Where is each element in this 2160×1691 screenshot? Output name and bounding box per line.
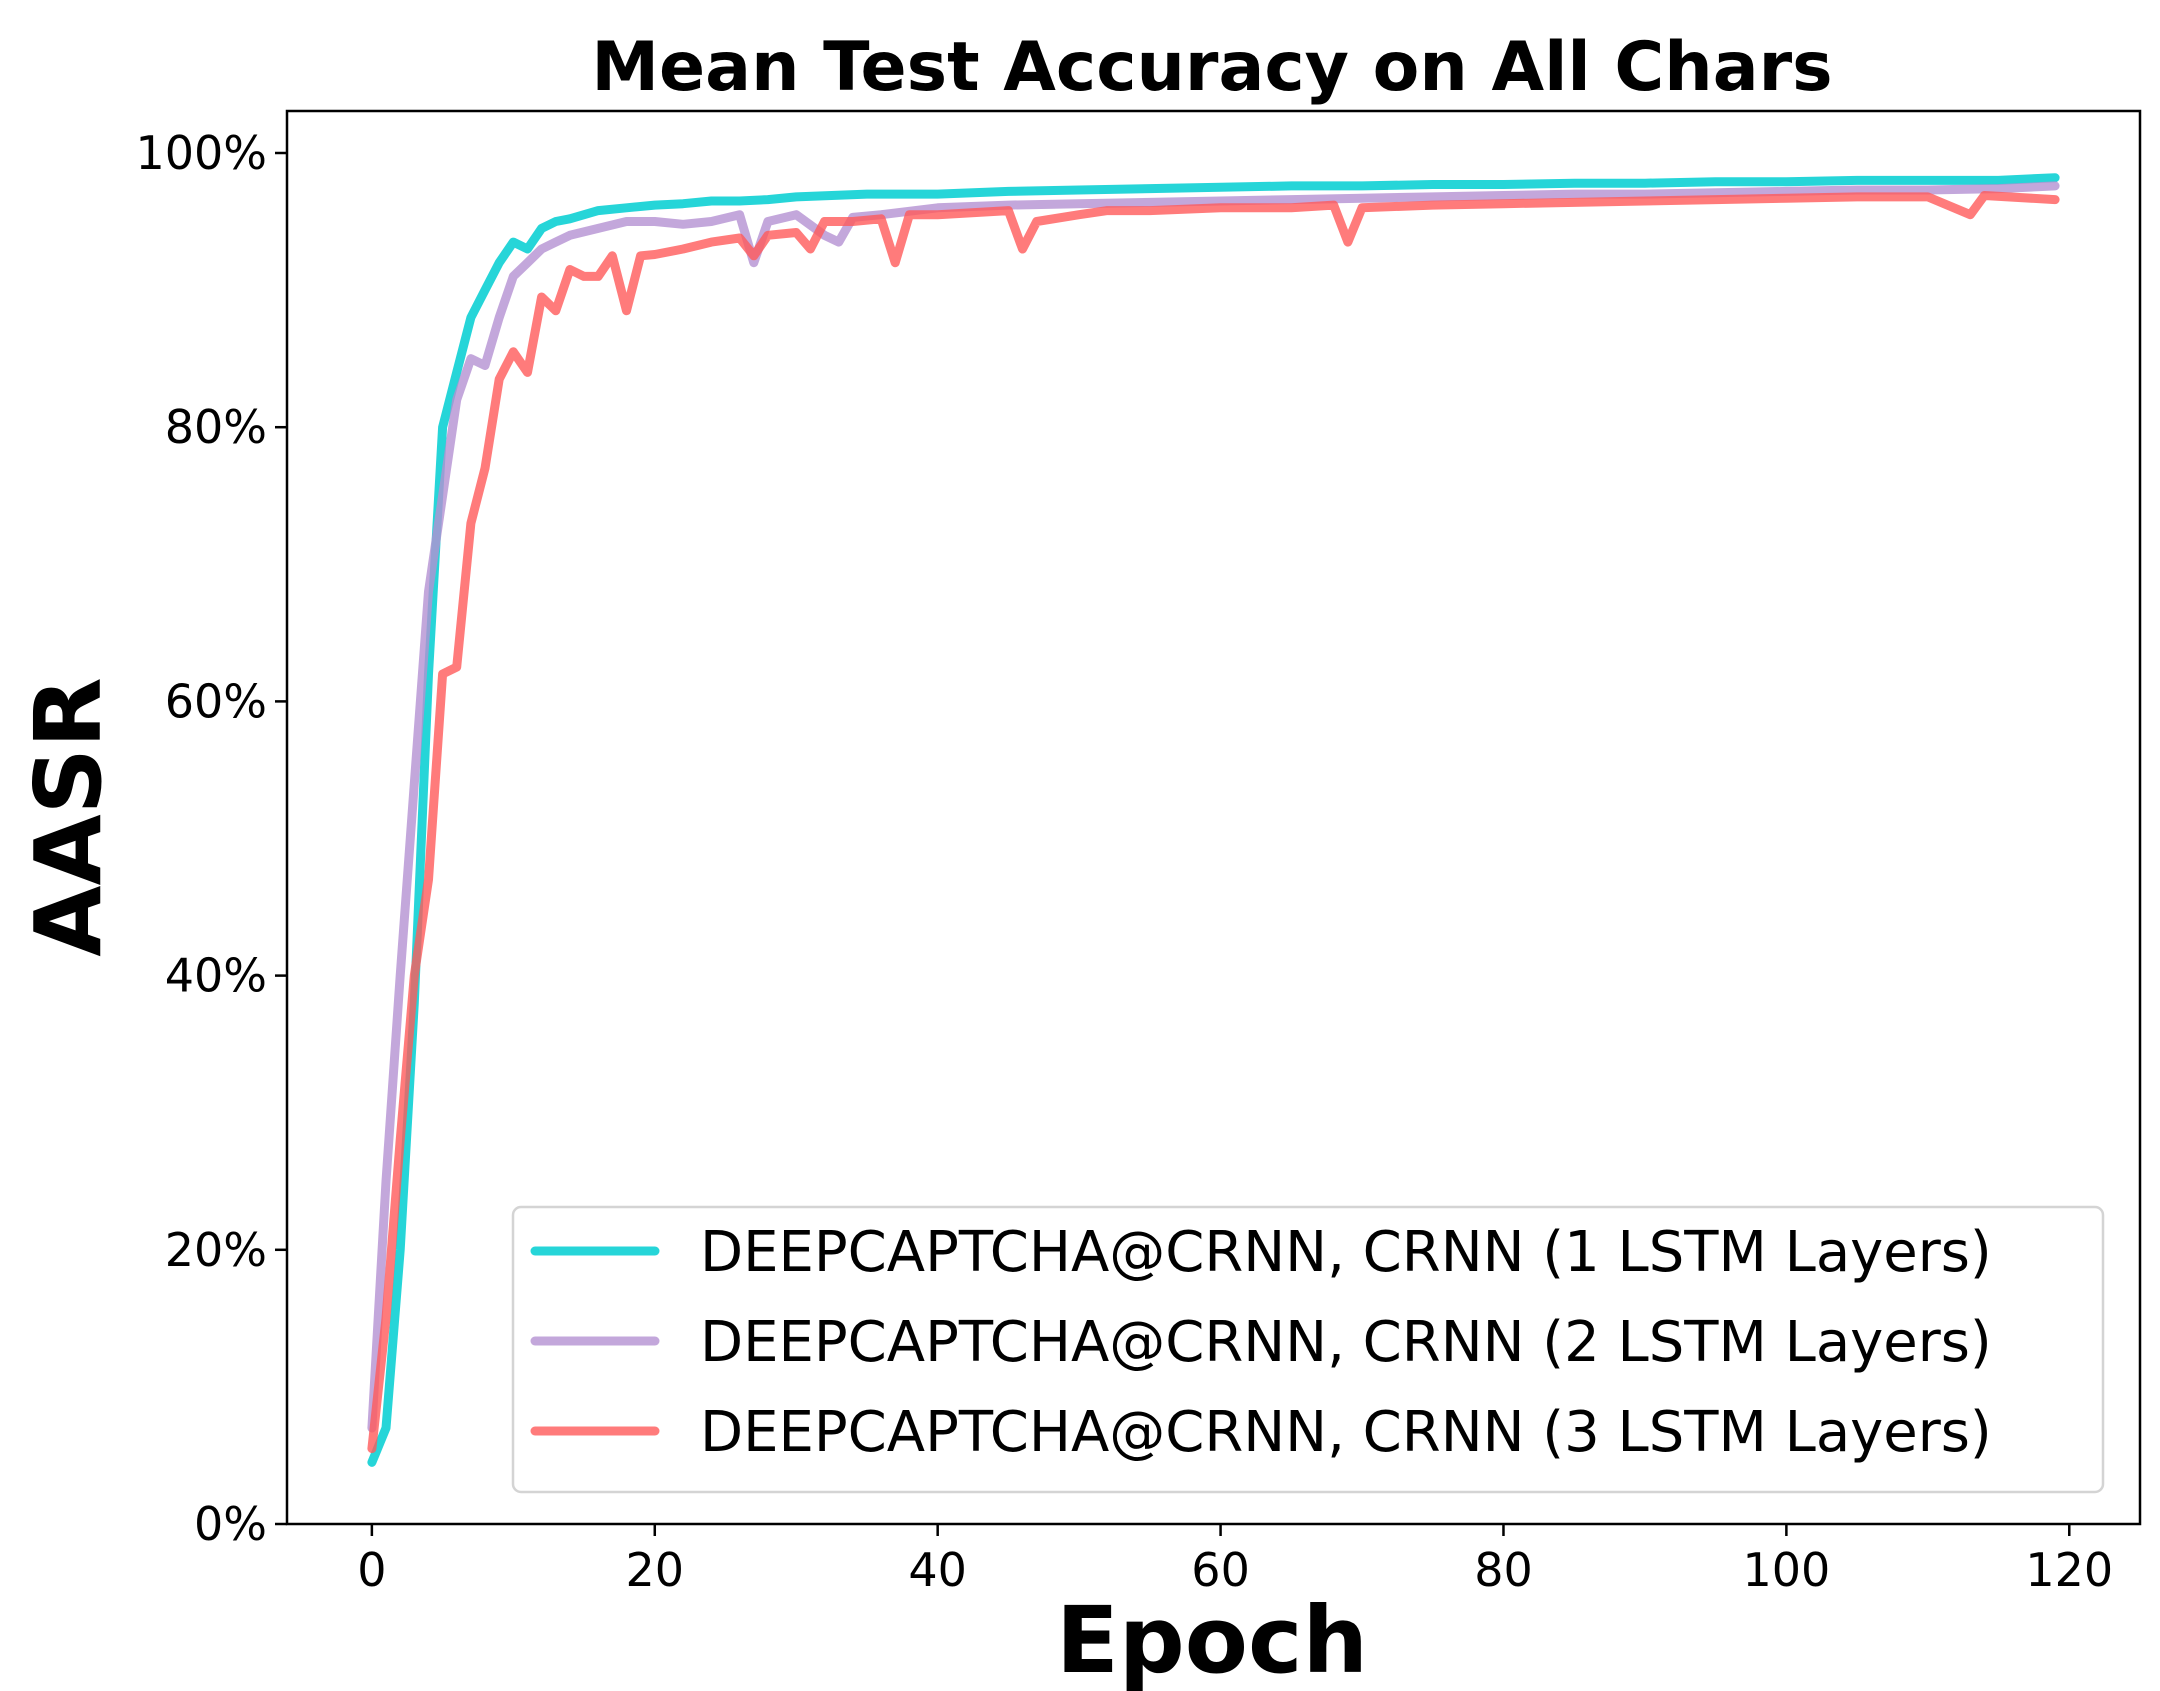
legend-label-1: DEEPCAPTCHA@CRNN, CRNN (1 LSTM Layers): [700, 1220, 1992, 1285]
x-tick-label: 100: [1742, 1543, 1830, 1597]
legend-box: [511, 1205, 2105, 1494]
x-tick-label: 80: [1474, 1543, 1533, 1597]
legend: DEEPCAPTCHA@CRNN, CRNN (1 LSTM Layers) DE…: [511, 1205, 2105, 1494]
y-axis-label: AASR: [15, 677, 122, 957]
x-axis-label: Epoch: [1056, 1587, 1368, 1691]
y-tick-label: 0%: [194, 1497, 267, 1551]
y-tick-label: 80%: [165, 400, 267, 454]
y-tick-label: 100%: [135, 126, 267, 180]
legend-label-3: DEEPCAPTCHA@CRNN, CRNN (3 LSTM Layers): [700, 1400, 1992, 1465]
series-line-3: [367, 191, 2060, 1454]
x-tick-label: 120: [2025, 1543, 2113, 1597]
chart-title: Mean Test Accuracy on All Chars: [591, 28, 1832, 107]
series-line-1: [367, 173, 2060, 1467]
y-tick-label: 60%: [165, 674, 267, 728]
plot-lines: [367, 173, 2060, 1467]
series-line-2: [367, 181, 2060, 1433]
x-tick-label: 60: [1191, 1543, 1250, 1597]
x-tick-label: 40: [908, 1543, 967, 1597]
legend-label-2: DEEPCAPTCHA@CRNN, CRNN (2 LSTM Layers): [700, 1310, 1992, 1375]
y-axis: 0% 20% 40% 60% 80% 100%: [135, 126, 287, 1551]
y-tick-label: 40%: [165, 949, 267, 1003]
plot-frame: [285, 109, 2142, 1526]
x-axis: 0 20 40 60 80 100 120: [357, 1524, 2113, 1597]
x-tick-label: 0: [357, 1543, 386, 1597]
y-tick-label: 20%: [165, 1223, 267, 1277]
x-tick-label: 20: [625, 1543, 684, 1597]
